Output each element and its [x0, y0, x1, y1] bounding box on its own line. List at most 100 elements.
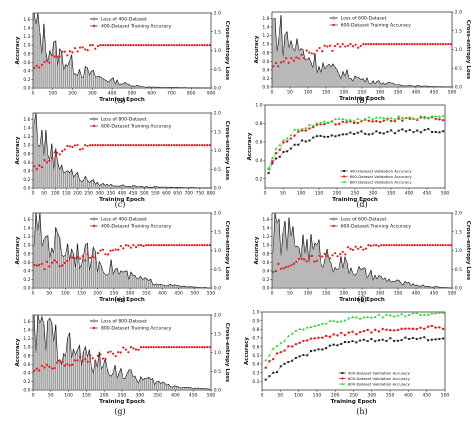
- subplot-caption: (b): [356, 96, 367, 105]
- accuracy-point: [43, 159, 46, 162]
- y2-tick-label: 1.5: [214, 229, 221, 235]
- accuracy-point: [155, 144, 158, 147]
- y-tick-label: 1.4: [23, 226, 30, 232]
- accuracy-point: [190, 44, 194, 47]
- loss-bar: [288, 217, 290, 288]
- accuracy-point: [155, 244, 158, 247]
- y-tick-label: 0.8: [23, 51, 30, 57]
- loss-bar: [390, 82, 392, 87]
- loss-bar: [148, 377, 150, 390]
- accuracy-point: [423, 244, 427, 247]
- accuracy-point: [147, 346, 150, 349]
- accuracy-point: [282, 267, 285, 270]
- x-tick-label: 150: [322, 90, 331, 96]
- accuracy-point: [129, 346, 132, 349]
- loss-bars: [33, 13, 211, 89]
- accuracy-point: [165, 346, 168, 349]
- accuracy-point: [183, 346, 186, 349]
- accuracy-point: [50, 54, 54, 57]
- accuracy-point: [119, 44, 122, 47]
- loss-bar: [406, 85, 408, 87]
- accuracy-point: [68, 256, 71, 259]
- loss-bar: [308, 263, 310, 288]
- val-point: [371, 117, 375, 121]
- val-point: [422, 313, 426, 316]
- loss-bar: [88, 182, 91, 188]
- loss-bar: [386, 281, 388, 288]
- y2-tick-label: 2.0: [214, 211, 221, 217]
- loss-bar: [84, 346, 87, 390]
- x-tick-label: 500: [448, 291, 457, 297]
- loss-bar: [342, 71, 344, 87]
- loss-bar: [134, 375, 136, 390]
- x-tick-label: 100: [304, 291, 313, 297]
- loss-bar: [360, 269, 362, 288]
- accuracy-point: [56, 55, 59, 58]
- loss-bar: [414, 285, 416, 288]
- y2-tick-label: 0.0: [455, 286, 462, 292]
- accuracy-point: [134, 348, 138, 351]
- accuracy-point: [53, 55, 56, 58]
- loss-bar: [68, 332, 71, 390]
- loss-bar: [55, 324, 57, 390]
- loss-bar: [132, 275, 134, 288]
- accuracy-point: [109, 350, 112, 353]
- accuracy-point: [99, 44, 102, 47]
- loss-bar: [43, 23, 45, 88]
- loss-bar: [59, 169, 61, 188]
- loss-bar: [124, 378, 126, 390]
- y-tick-label: 0.2: [23, 77, 30, 83]
- y-tick-label: 1.4: [23, 126, 30, 132]
- y-tick-label: 0.2: [23, 177, 30, 183]
- y-axis-label: Accuracy: [254, 236, 260, 264]
- accuracy-point: [331, 254, 334, 257]
- accuracy-point: [84, 48, 87, 51]
- accuracy-point: [393, 244, 396, 247]
- loss-bar: [110, 184, 112, 188]
- y-tick-label: 0.3: [252, 370, 259, 376]
- loss-bar: [280, 256, 282, 288]
- accuracy-point: [290, 264, 293, 267]
- y2-axis-label: Cross-entropy Loss: [465, 221, 471, 281]
- loss-bar: [106, 184, 108, 188]
- loss-bar: [108, 82, 110, 88]
- accuracy-point: [372, 43, 375, 46]
- x-tick-label: 350: [142, 291, 151, 297]
- accuracy-point: [142, 346, 145, 349]
- loss-bar: [412, 86, 414, 87]
- loss-bar: [396, 84, 398, 87]
- accuracy-point: [208, 144, 211, 147]
- loss-bar: [396, 279, 398, 288]
- y-tick-label: 1.0: [23, 243, 30, 249]
- accuracy-point: [170, 144, 173, 147]
- loss-bar: [422, 284, 424, 288]
- loss-bar: [60, 165, 63, 188]
- loss-bar: [207, 388, 209, 390]
- y2-tick-label: 1.5: [214, 331, 221, 337]
- loss-bar: [134, 275, 136, 288]
- val-point: [400, 116, 404, 119]
- legend-marker: [341, 377, 344, 380]
- loss-bar: [41, 129, 43, 188]
- loss-bar: [360, 79, 362, 87]
- loss-bar: [364, 82, 366, 87]
- accuracy-point: [346, 44, 349, 47]
- loss-bar: [110, 259, 112, 288]
- accuracy-point: [328, 257, 331, 260]
- loss-bar: [49, 159, 51, 188]
- loss-bar: [163, 285, 166, 288]
- accuracy-point: [416, 244, 419, 247]
- loss-bar: [292, 226, 294, 288]
- loss-bar: [62, 173, 65, 188]
- accuracy-point: [33, 66, 36, 70]
- loss-bar: [57, 360, 59, 390]
- loss-bar: [201, 388, 203, 390]
- loss-bar: [414, 86, 416, 87]
- accuracy-point: [124, 144, 127, 147]
- loss-bar: [187, 387, 189, 390]
- loss-bar: [426, 86, 428, 87]
- loss-bar: [348, 273, 350, 288]
- loss-bar: [326, 248, 328, 288]
- accuracy-point: [408, 244, 411, 247]
- series-3: [267, 114, 445, 170]
